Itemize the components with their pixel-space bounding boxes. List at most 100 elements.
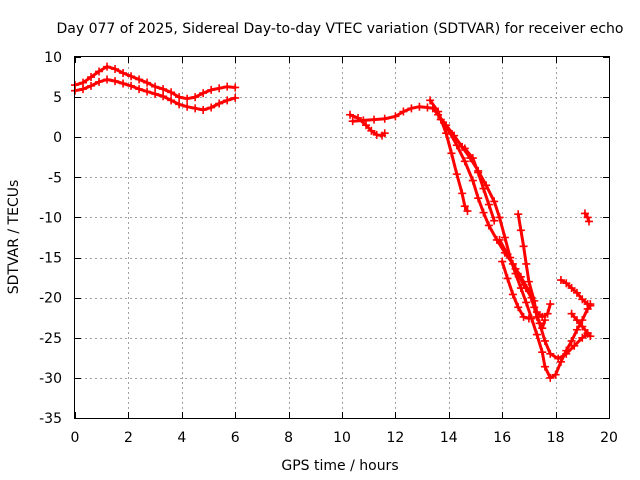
- data-point: [474, 168, 483, 177]
- data-point: [572, 325, 581, 334]
- data-point: [538, 348, 547, 357]
- data-point: [207, 103, 216, 112]
- data-point: [460, 202, 469, 211]
- x-tick-label: 14: [440, 430, 458, 446]
- data-point: [407, 104, 416, 113]
- data-point: [103, 62, 112, 71]
- data-point: [562, 349, 571, 358]
- data-point: [183, 94, 192, 103]
- data-point: [490, 216, 499, 225]
- series-track-m: [580, 209, 593, 226]
- x-tick-label: 0: [71, 430, 80, 446]
- data-point: [207, 85, 216, 94]
- data-point: [436, 115, 445, 124]
- data-point: [540, 362, 549, 371]
- data-point: [111, 65, 120, 74]
- data-point: [452, 141, 461, 150]
- x-tick-label: 4: [177, 430, 186, 446]
- data-point: [578, 322, 587, 331]
- data-point: [183, 102, 192, 111]
- data-point: [484, 221, 493, 230]
- data-point: [500, 233, 509, 242]
- data-point: [495, 213, 504, 222]
- data-point: [479, 208, 488, 217]
- data-point: [567, 284, 576, 293]
- y-tick-label: -10: [39, 210, 62, 226]
- y-tick-label: -25: [39, 331, 62, 347]
- tick-layer: 0 2 4 6 8 10 12 14 16 18 20 10 5 0 -5 -10 -15 -20 -25 -30 -3…: [39, 50, 618, 446]
- data-point: [458, 189, 467, 198]
- data-point: [546, 300, 555, 309]
- x-axis-label: GPS time / hours: [281, 458, 398, 474]
- y-axis-label: SDTVAR / TECUs: [6, 180, 22, 295]
- grid-layer: [75, 57, 609, 418]
- data-point: [175, 100, 184, 109]
- data-point: [532, 312, 541, 321]
- data-layer: [71, 62, 595, 382]
- data-point: [468, 154, 477, 163]
- data-point: [143, 87, 152, 96]
- data-point: [447, 149, 456, 158]
- data-point: [514, 210, 523, 219]
- data-point: [514, 303, 523, 312]
- data-point: [495, 235, 504, 244]
- data-point: [543, 309, 552, 318]
- x-tick-label: 8: [284, 430, 293, 446]
- data-point: [372, 130, 381, 139]
- data-point: [111, 77, 120, 86]
- data-point: [474, 194, 483, 203]
- data-point: [215, 99, 224, 108]
- data-point: [223, 96, 232, 105]
- data-point: [583, 213, 592, 222]
- data-point: [519, 242, 528, 251]
- data-point: [434, 107, 443, 116]
- data-point: [362, 121, 371, 130]
- data-point: [119, 69, 128, 78]
- data-point: [119, 79, 128, 88]
- data-point: [546, 373, 555, 382]
- y-tick-label: 5: [53, 90, 62, 106]
- data-point: [586, 332, 595, 341]
- data-point: [444, 126, 453, 135]
- data-point: [540, 316, 549, 325]
- y-tick-label: -20: [39, 291, 62, 307]
- data-point: [127, 81, 136, 90]
- x-tick-label: 18: [547, 430, 565, 446]
- data-point: [95, 77, 104, 86]
- x-tick-label: 20: [600, 430, 618, 446]
- data-point: [127, 72, 136, 81]
- data-point: [199, 105, 208, 114]
- x-tick-label: 12: [386, 430, 404, 446]
- data-point: [391, 112, 400, 121]
- plot-frame: [74, 56, 610, 419]
- data-point: [346, 110, 355, 119]
- data-point: [530, 296, 539, 305]
- data-point: [367, 126, 376, 135]
- data-point: [522, 259, 531, 268]
- series-track-i: [498, 257, 533, 323]
- data-point: [479, 184, 488, 193]
- data-point: [498, 257, 507, 266]
- data-point: [191, 93, 200, 102]
- data-point: [538, 324, 547, 333]
- data-point: [215, 84, 224, 93]
- data-point: [570, 341, 579, 350]
- y-tick-label: 0: [53, 130, 62, 146]
- data-point: [554, 354, 563, 363]
- data-point: [578, 333, 587, 342]
- x-tick-label: 2: [124, 430, 133, 446]
- series-track-b: [71, 75, 240, 114]
- data-point: [426, 96, 435, 105]
- data-point: [490, 197, 499, 206]
- y-tick-label: -30: [39, 371, 62, 387]
- data-point: [143, 78, 152, 87]
- data-point: [135, 75, 144, 84]
- series-line: [351, 105, 592, 380]
- data-point: [87, 81, 96, 90]
- data-point: [95, 67, 104, 76]
- x-tick-label: 16: [493, 430, 511, 446]
- data-point: [586, 301, 595, 310]
- data-point: [231, 83, 240, 92]
- data-point: [522, 298, 531, 307]
